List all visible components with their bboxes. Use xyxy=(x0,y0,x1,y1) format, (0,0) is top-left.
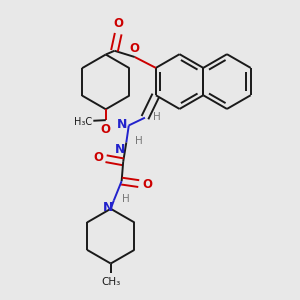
Text: H: H xyxy=(122,194,129,204)
Text: O: O xyxy=(113,17,123,30)
Text: O: O xyxy=(129,42,139,55)
Text: H: H xyxy=(135,136,143,146)
Text: N: N xyxy=(117,118,128,131)
Text: O: O xyxy=(100,123,110,136)
Text: O: O xyxy=(93,151,103,164)
Text: CH₃: CH₃ xyxy=(101,277,120,287)
Text: N: N xyxy=(103,201,113,214)
Text: O: O xyxy=(142,178,152,191)
Text: N: N xyxy=(115,143,125,156)
Text: H₃C: H₃C xyxy=(74,117,92,127)
Text: H: H xyxy=(153,112,160,122)
